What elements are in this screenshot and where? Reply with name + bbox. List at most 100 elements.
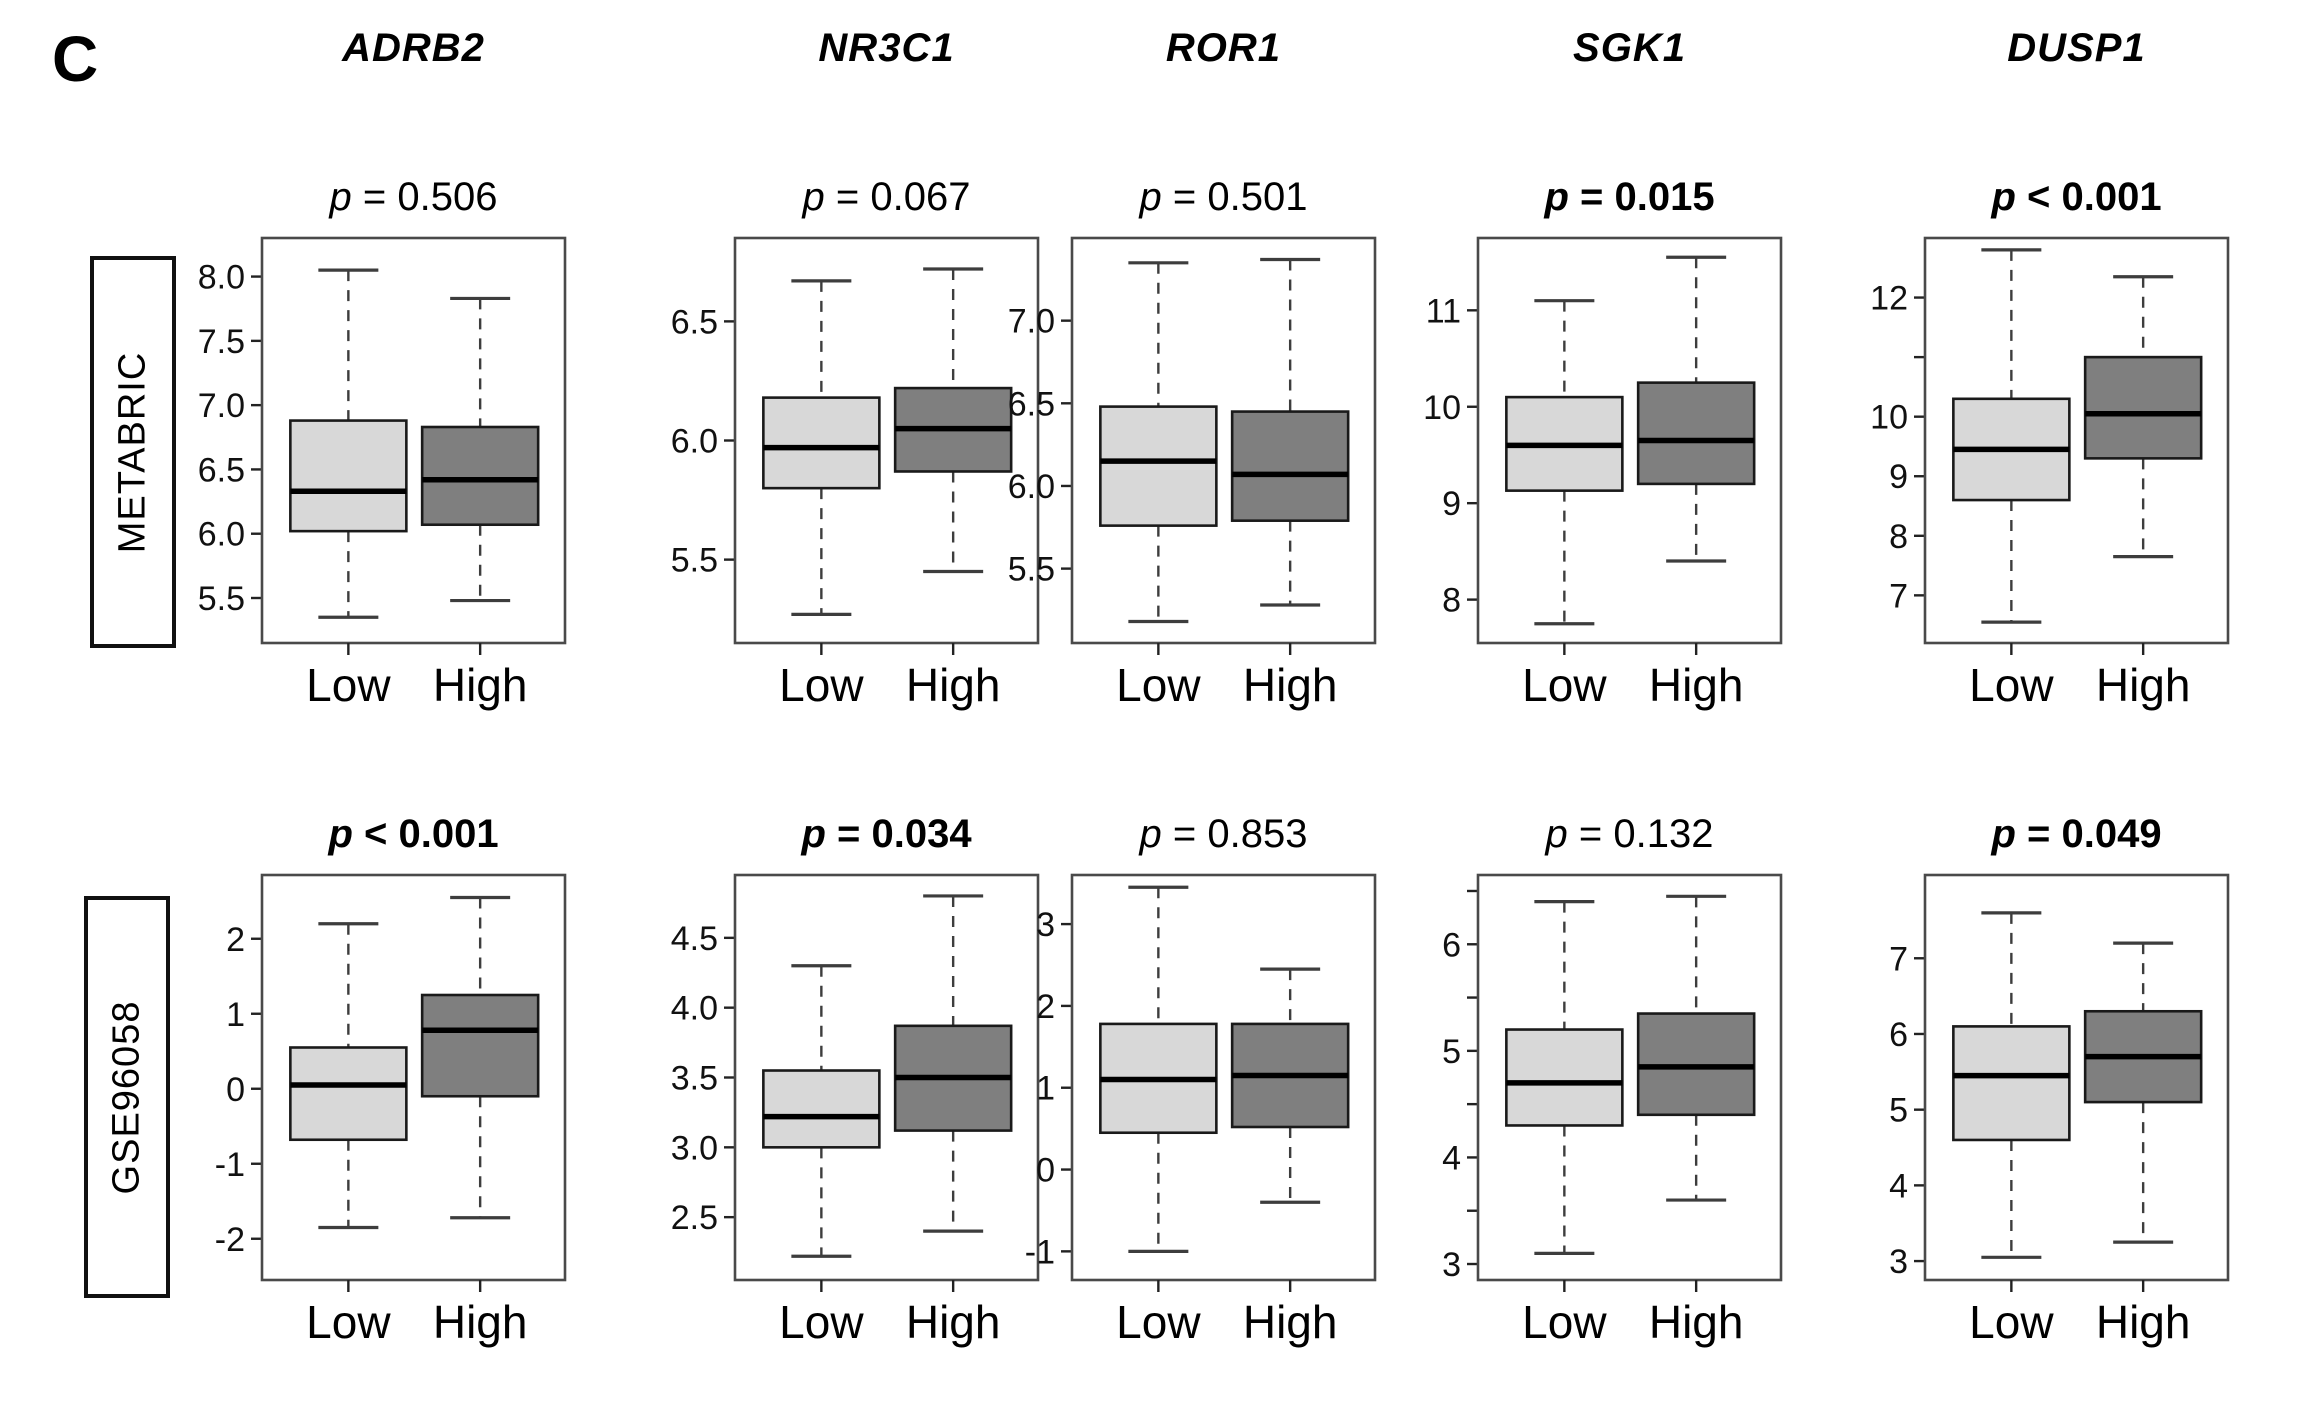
svg-text:4: 4 bbox=[1442, 1139, 1461, 1177]
svg-text:6.5: 6.5 bbox=[198, 451, 245, 489]
svg-text:7: 7 bbox=[1889, 577, 1908, 615]
svg-text:5.5: 5.5 bbox=[1008, 551, 1055, 589]
svg-text:High: High bbox=[433, 659, 528, 711]
panel-label: C bbox=[52, 23, 99, 95]
boxplot-metabric-nr3c1: 5.5 6.0 6.5 Low High bbox=[665, 235, 1045, 713]
boxplot-gse96058-ror1: -1 0 1 2 3 Low High bbox=[1002, 872, 1382, 1350]
boxplot-gse96058-nr3c1: 2.5 3.0 3.5 4.0 4.5 Low High bbox=[665, 872, 1045, 1350]
gene-title-adrb2: ADRB2 bbox=[342, 26, 485, 70]
svg-text:10: 10 bbox=[1870, 399, 1908, 437]
boxplot-svg: -2 -1 0 1 2 Low High bbox=[215, 873, 567, 1348]
boxplot-svg: 5.5 6.0 6.5 7.0 7.5 8.0 Low High bbox=[198, 236, 567, 711]
svg-text:Low: Low bbox=[1969, 1296, 2054, 1348]
svg-text:6.5: 6.5 bbox=[671, 303, 718, 341]
row-label-metabric: METABRIC bbox=[90, 256, 176, 648]
p-value-text: = 0.853 bbox=[1161, 812, 1308, 856]
cell-metabric-ror1: p = 0.501 5.5 6.0 6.5 7.0 Low High bbox=[1002, 175, 1382, 715]
boxplot-svg: 2.5 3.0 3.5 4.0 4.5 Low High bbox=[671, 873, 1040, 1348]
p-symbol: p bbox=[1139, 175, 1162, 219]
svg-text:5.5: 5.5 bbox=[671, 542, 718, 580]
svg-text:Low: Low bbox=[1522, 659, 1607, 711]
svg-text:3.5: 3.5 bbox=[671, 1060, 718, 1098]
p-value-label: p < 0.001 bbox=[1925, 175, 2228, 233]
boxplot-gse96058-adrb2: -2 -1 0 1 2 Low High bbox=[192, 872, 572, 1350]
svg-text:1: 1 bbox=[226, 996, 245, 1034]
gene-title-nr3c1: NR3C1 bbox=[818, 26, 955, 70]
row-label-gse96058-text: GSE96058 bbox=[105, 1000, 148, 1194]
svg-text:6.0: 6.0 bbox=[198, 516, 245, 554]
svg-text:Low: Low bbox=[306, 1296, 391, 1348]
svg-text:3.0: 3.0 bbox=[671, 1129, 718, 1167]
p-value-label: p < 0.001 bbox=[262, 812, 565, 870]
svg-text:12: 12 bbox=[1870, 280, 1908, 318]
boxplot-svg: 5.5 6.0 6.5 7.0 Low High bbox=[1008, 236, 1377, 711]
svg-text:3: 3 bbox=[1442, 1246, 1461, 1284]
boxplot-metabric-sgk1: 8 9 10 11 Low High bbox=[1408, 235, 1788, 713]
p-symbol: p bbox=[1991, 812, 2016, 856]
p-value-text: = 0.034 bbox=[825, 812, 972, 856]
svg-text:1: 1 bbox=[1036, 1070, 1055, 1108]
p-value-label: p = 0.501 bbox=[1072, 175, 1375, 233]
svg-text:Low: Low bbox=[1116, 659, 1201, 711]
p-symbol: p bbox=[1545, 812, 1568, 856]
p-value-text: = 0.049 bbox=[2015, 812, 2162, 856]
boxplot-svg: 8 9 10 11 Low High bbox=[1423, 236, 1783, 711]
svg-text:-2: -2 bbox=[215, 1221, 245, 1259]
svg-text:Low: Low bbox=[1116, 1296, 1201, 1348]
svg-text:5: 5 bbox=[1889, 1092, 1908, 1130]
p-value-label: p = 0.049 bbox=[1925, 812, 2228, 870]
svg-text:High: High bbox=[2096, 1296, 2191, 1348]
svg-text:High: High bbox=[433, 1296, 528, 1348]
p-value-label: p = 0.015 bbox=[1478, 175, 1781, 233]
gene-title-dusp1: DUSP1 bbox=[2007, 26, 2146, 70]
p-value-label: p = 0.132 bbox=[1478, 812, 1781, 870]
p-value-label: p = 0.067 bbox=[735, 175, 1038, 233]
p-value-text: = 0.501 bbox=[1161, 175, 1308, 219]
svg-text:Low: Low bbox=[1969, 659, 2054, 711]
boxplot-metabric-dusp1: 7 8 9 10 12 Low High bbox=[1855, 235, 2235, 713]
p-symbol: p bbox=[328, 812, 353, 856]
row-label-gse96058: GSE96058 bbox=[84, 896, 170, 1298]
svg-text:5: 5 bbox=[1442, 1033, 1461, 1071]
svg-text:High: High bbox=[1243, 659, 1338, 711]
boxplot-gse96058-sgk1: 3 4 5 6 Low High bbox=[1408, 872, 1788, 1350]
cell-gse96058-nr3c1: p = 0.034 2.5 3.0 3.5 4.0 4.5 Low High bbox=[665, 812, 1045, 1352]
svg-text:8.0: 8.0 bbox=[198, 259, 245, 297]
p-value-text: = 0.015 bbox=[1568, 175, 1715, 219]
boxplot-gse96058-dusp1: 3 4 5 6 7 Low High bbox=[1855, 872, 2235, 1350]
svg-text:6: 6 bbox=[1889, 1016, 1908, 1054]
svg-text:4.5: 4.5 bbox=[671, 920, 718, 958]
svg-text:9: 9 bbox=[1442, 485, 1461, 523]
cell-gse96058-dusp1: p = 0.049 3 4 5 6 7 Low High bbox=[1855, 812, 2235, 1352]
p-value-label: p = 0.034 bbox=[735, 812, 1038, 870]
cell-metabric-nr3c1: p = 0.067 5.5 6.0 6.5 Low High bbox=[665, 175, 1045, 715]
p-value-label: p = 0.853 bbox=[1072, 812, 1375, 870]
svg-text:7.5: 7.5 bbox=[198, 323, 245, 361]
svg-text:-1: -1 bbox=[215, 1146, 245, 1184]
svg-text:9: 9 bbox=[1889, 458, 1908, 496]
svg-text:3: 3 bbox=[1889, 1243, 1908, 1281]
boxplot-metabric-ror1: 5.5 6.0 6.5 7.0 Low High bbox=[1002, 235, 1382, 713]
boxplot-svg: 3 4 5 6 7 Low High bbox=[1889, 873, 2230, 1348]
boxplot-svg: -1 0 1 2 3 Low High bbox=[1025, 873, 1377, 1348]
svg-text:6.0: 6.0 bbox=[1008, 468, 1055, 506]
p-value-text: = 0.506 bbox=[351, 175, 498, 219]
cell-gse96058-ror1: p = 0.853 -1 0 1 2 3 Low High bbox=[1002, 812, 1382, 1352]
svg-text:4: 4 bbox=[1889, 1167, 1908, 1205]
boxplot-svg: 3 4 5 6 Low High bbox=[1442, 873, 1783, 1348]
svg-text:11: 11 bbox=[1426, 292, 1461, 330]
svg-text:2: 2 bbox=[226, 921, 245, 959]
svg-text:5.5: 5.5 bbox=[198, 580, 245, 618]
cell-gse96058-adrb2: p < 0.001 -2 -1 0 1 2 Low High bbox=[192, 812, 572, 1352]
svg-text:High: High bbox=[1649, 1296, 1744, 1348]
svg-text:6: 6 bbox=[1442, 926, 1461, 964]
svg-text:Low: Low bbox=[306, 659, 391, 711]
p-value-text: = 0.132 bbox=[1567, 812, 1714, 856]
svg-text:2: 2 bbox=[1036, 988, 1055, 1026]
svg-text:High: High bbox=[906, 659, 1001, 711]
svg-text:High: High bbox=[1243, 1296, 1338, 1348]
cell-metabric-dusp1: p < 0.001 7 8 9 10 12 Low High bbox=[1855, 175, 2235, 715]
gene-title-sgk1: SGK1 bbox=[1573, 26, 1686, 70]
boxplot-svg: 5.5 6.0 6.5 Low High bbox=[671, 236, 1040, 711]
